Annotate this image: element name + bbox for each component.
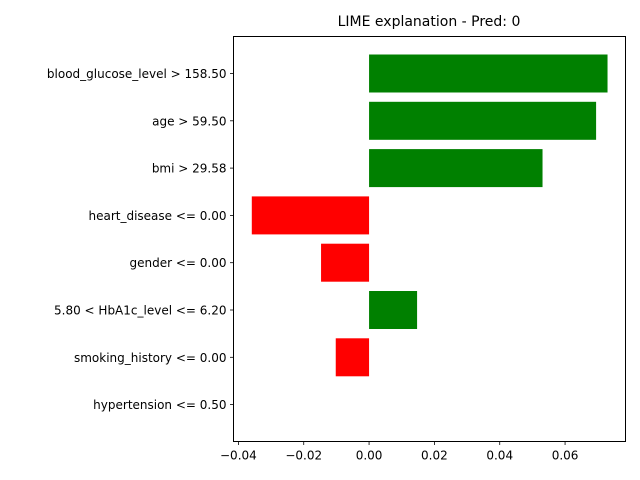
x-tick-label-3: 0.02: [421, 449, 448, 463]
bar-6: [335, 338, 370, 377]
x-tick-label-2: 0.00: [356, 449, 383, 463]
y-tick-labels: blood_glucose_level > 158.50 age > 59.50 b…: [47, 67, 234, 412]
x-tick-label-4: 0.04: [486, 449, 513, 463]
y-tick-label-7: hypertension <= 0.50: [93, 398, 226, 412]
y-tick-label-5: 5.80 < HbA1c_level <= 6.20: [54, 304, 226, 318]
plot-frame: [233, 36, 626, 442]
y-tick-label-6: smoking_history <= 0.00: [74, 351, 227, 365]
bars-group: [251, 54, 608, 377]
y-tick-label-1: age > 59.50: [152, 114, 226, 128]
y-tick-label-3: heart_disease <= 0.00: [88, 209, 226, 223]
y-tick-label-0: blood_glucose_level > 158.50: [47, 67, 227, 81]
bar-0: [369, 54, 608, 93]
x-tick-label-1: −0.02: [285, 449, 322, 463]
y-tick-label-4: gender <= 0.00: [130, 256, 227, 270]
bar-2: [369, 149, 543, 188]
bar-1: [369, 101, 597, 140]
bar-5: [369, 291, 418, 329]
x-tick-label-5: 0.06: [552, 449, 579, 463]
bar-3: [251, 196, 370, 235]
chart-title: LIME explanation - Pred: 0: [338, 14, 521, 30]
bar-4: [321, 243, 370, 282]
x-tick-label-0: −0.04: [220, 449, 257, 463]
y-tick-label-2: bmi > 29.58: [152, 162, 227, 176]
x-ticks: −0.04 −0.02 0.00 0.02 0.04 0.06: [220, 441, 579, 463]
